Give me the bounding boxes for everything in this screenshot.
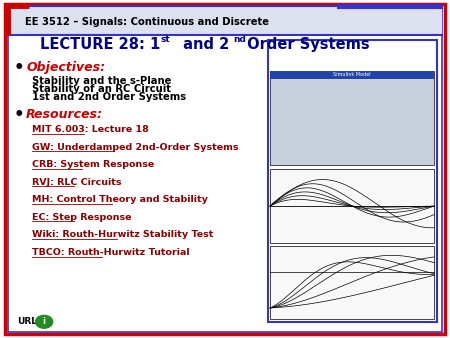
Text: EE 3512 – Signals: Continuous and Discrete: EE 3512 – Signals: Continuous and Discre…	[25, 17, 269, 27]
Text: •: •	[14, 58, 24, 77]
Bar	[270, 71, 434, 79]
Text: Stability and the s-Plane: Stability and the s-Plane	[32, 76, 172, 86]
Text: LECTURE 28: 1: LECTURE 28: 1	[40, 37, 160, 52]
Text: and 2: and 2	[178, 37, 229, 52]
Text: Order Systems: Order Systems	[242, 37, 370, 52]
Bar	[8, 6, 442, 35]
Circle shape	[36, 315, 53, 328]
Bar	[268, 40, 436, 322]
Text: st: st	[161, 34, 171, 44]
Text: EC: Step Response: EC: Step Response	[32, 213, 132, 222]
Text: URL:: URL:	[17, 317, 40, 326]
Text: nd: nd	[233, 34, 246, 44]
Text: Simulink Model: Simulink Model	[333, 72, 371, 77]
Bar	[270, 169, 434, 243]
Text: TBCO: Routh-Hurwitz Tutorial: TBCO: Routh-Hurwitz Tutorial	[32, 248, 190, 257]
Text: RVJ: RLC Circuits: RVJ: RLC Circuits	[32, 178, 122, 187]
Text: CRB: System Response: CRB: System Response	[32, 160, 155, 169]
Text: Objectives:: Objectives:	[26, 61, 105, 74]
Text: i: i	[43, 317, 45, 326]
Text: •: •	[14, 106, 24, 124]
Text: MIT 6.003: Lecture 18: MIT 6.003: Lecture 18	[32, 125, 149, 134]
Text: Stability of an RC Circuit: Stability of an RC Circuit	[32, 84, 171, 94]
Text: 1st and 2nd Order Systems: 1st and 2nd Order Systems	[32, 92, 187, 102]
Text: MH: Control Theory and Stability: MH: Control Theory and Stability	[32, 195, 208, 204]
Text: Resources:: Resources:	[26, 108, 103, 121]
Bar	[270, 71, 434, 165]
Text: GW: Underdamped 2nd-Order Systems: GW: Underdamped 2nd-Order Systems	[32, 143, 239, 151]
Text: Wiki: Routh-Hurwitz Stability Test: Wiki: Routh-Hurwitz Stability Test	[32, 231, 214, 239]
Bar	[270, 246, 434, 319]
